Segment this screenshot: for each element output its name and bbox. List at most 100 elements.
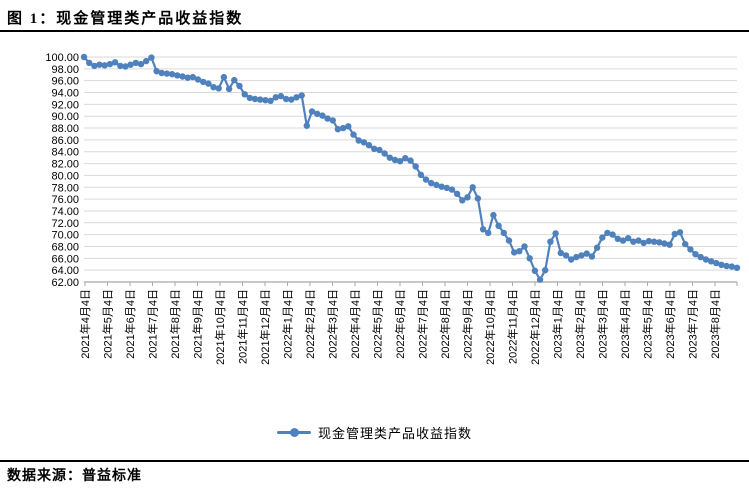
data-point bbox=[526, 255, 533, 262]
y-tick-label: 90.00 bbox=[51, 111, 79, 123]
data-point bbox=[153, 68, 160, 75]
x-tick-label: 2021年8月4日 bbox=[168, 289, 182, 359]
x-tick-label: 2022年5月4日 bbox=[371, 289, 385, 359]
data-point bbox=[733, 264, 741, 271]
data-point bbox=[547, 238, 554, 245]
data-point bbox=[542, 267, 549, 274]
x-tick-label: 2022年7月4日 bbox=[416, 289, 430, 359]
data-point bbox=[334, 126, 342, 133]
data-point bbox=[490, 211, 497, 219]
x-tick-label: 2023年2月4日 bbox=[573, 289, 587, 359]
data-point bbox=[91, 62, 98, 70]
data-point bbox=[531, 267, 539, 274]
x-tick-label: 2022年6月4日 bbox=[393, 289, 407, 359]
data-point bbox=[645, 237, 653, 245]
x-tick-label: 2022年9月4日 bbox=[461, 289, 475, 359]
data-point bbox=[687, 246, 694, 253]
x-tick-label: 2023年1月4日 bbox=[551, 289, 565, 359]
data-point bbox=[339, 124, 347, 132]
data-point bbox=[614, 235, 621, 242]
data-point bbox=[588, 253, 596, 260]
y-tick-label: 94.00 bbox=[51, 88, 79, 100]
data-point bbox=[122, 63, 129, 70]
data-point bbox=[723, 262, 730, 270]
data-point bbox=[391, 156, 399, 164]
data-point bbox=[303, 122, 310, 129]
data-point bbox=[345, 123, 352, 130]
y-tick-label: 62.00 bbox=[51, 277, 79, 289]
y-tick-label: 82.00 bbox=[51, 159, 79, 171]
y-tick-label: 84.00 bbox=[51, 147, 79, 159]
data-point bbox=[562, 252, 570, 259]
x-tick-label: 2021年11月4日 bbox=[236, 289, 250, 364]
data-point bbox=[516, 248, 523, 255]
x-tick-label: 2021年7月4日 bbox=[146, 289, 160, 359]
y-tick-label: 78.00 bbox=[51, 182, 79, 194]
legend-line-marker-icon bbox=[276, 427, 311, 437]
x-tick-label: 2021年6月4日 bbox=[123, 289, 137, 359]
data-point bbox=[666, 241, 673, 248]
data-point bbox=[137, 60, 145, 68]
data-point bbox=[459, 197, 466, 204]
x-tick-label: 2023年7月4日 bbox=[686, 289, 700, 359]
data-point bbox=[500, 229, 507, 237]
y-tick-label: 70.00 bbox=[51, 230, 79, 242]
data-point bbox=[163, 70, 171, 77]
data-point bbox=[728, 263, 735, 270]
data-point bbox=[609, 231, 616, 238]
x-tick-label: 2023年5月4日 bbox=[641, 289, 655, 359]
data-point bbox=[277, 92, 285, 100]
y-tick-label: 76.00 bbox=[51, 194, 79, 206]
data-point bbox=[174, 72, 181, 79]
data-point bbox=[365, 142, 373, 149]
data-point bbox=[189, 73, 196, 81]
data-point bbox=[505, 237, 513, 244]
data-point bbox=[583, 250, 590, 257]
data-point bbox=[324, 115, 331, 122]
data-point bbox=[428, 179, 435, 187]
y-tick-label: 96.00 bbox=[51, 76, 79, 88]
x-tick-label: 2023年8月4日 bbox=[708, 289, 722, 359]
data-point bbox=[355, 137, 362, 144]
data-point bbox=[536, 276, 544, 283]
data-point bbox=[604, 229, 611, 237]
footer-divider bbox=[0, 460, 749, 462]
data-point bbox=[220, 73, 228, 81]
line-chart: 100.0098.0096.0094.0092.0090.0088.0086.0… bbox=[45, 52, 741, 365]
data-point bbox=[314, 110, 321, 118]
y-tick-label: 64.00 bbox=[51, 265, 79, 277]
data-point bbox=[246, 94, 253, 102]
data-point bbox=[210, 84, 217, 91]
data-point bbox=[80, 53, 88, 61]
data-point bbox=[676, 229, 684, 236]
data-point bbox=[179, 73, 186, 80]
data-point bbox=[148, 54, 155, 61]
x-tick-label: 2022年2月4日 bbox=[303, 289, 317, 359]
data-point bbox=[262, 97, 269, 104]
y-tick-label: 72.00 bbox=[51, 218, 79, 230]
data-point bbox=[474, 195, 482, 202]
x-tick-label: 2022年1月4日 bbox=[281, 289, 295, 359]
x-tick-label: 2021年9月4日 bbox=[191, 289, 205, 359]
data-point bbox=[630, 238, 637, 245]
data-point bbox=[568, 256, 575, 263]
data-point bbox=[132, 59, 139, 67]
data-point bbox=[702, 256, 710, 263]
data-point bbox=[386, 154, 393, 161]
y-tick-label: 88.00 bbox=[51, 123, 79, 135]
x-tick-label: 2021年5月4日 bbox=[101, 289, 115, 359]
data-point bbox=[552, 230, 559, 237]
legend-dot bbox=[289, 427, 299, 437]
y-tick-label: 66.00 bbox=[51, 253, 79, 265]
data-point bbox=[682, 240, 689, 248]
data-point bbox=[422, 176, 430, 183]
x-tick-label: 2023年6月4日 bbox=[663, 289, 677, 359]
data-point bbox=[479, 226, 487, 233]
y-tick-label: 68.00 bbox=[51, 241, 79, 253]
x-tick-label: 2022年12月4日 bbox=[528, 289, 542, 365]
data-point bbox=[101, 62, 108, 69]
data-point bbox=[350, 131, 357, 138]
x-tick-label: 2022年11月4日 bbox=[506, 289, 520, 364]
data-point bbox=[625, 235, 632, 242]
data-source-note: 数据来源：普益标准 bbox=[7, 469, 142, 484]
